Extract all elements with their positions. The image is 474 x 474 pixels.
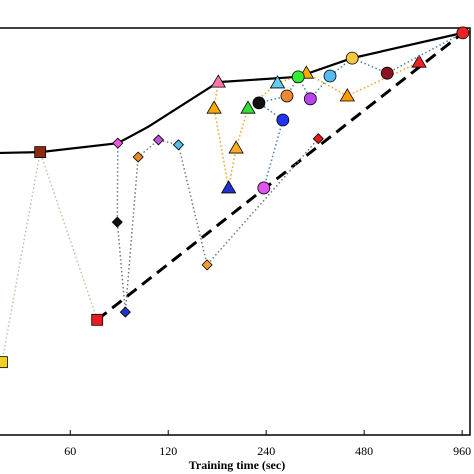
- triangle-marker: [210, 74, 226, 88]
- triangle-marker: [220, 180, 237, 194]
- circle-marker: [257, 181, 271, 195]
- x-tick-label: 120: [159, 444, 177, 458]
- series-line: [1, 149, 98, 363]
- series-line: [96, 31, 464, 321]
- plot-frame: [0, 27, 471, 436]
- diamond-marker: [152, 134, 165, 146]
- diamond-marker: [119, 306, 131, 318]
- x-tick-label: 960: [453, 444, 471, 458]
- circle-marker: [276, 113, 290, 127]
- x-tick-label: 240: [257, 444, 275, 458]
- series-line: [257, 32, 464, 189]
- x-tick-label: 60: [64, 444, 76, 458]
- circle-marker: [380, 66, 394, 80]
- series-line: [213, 61, 420, 189]
- square-marker: [91, 313, 104, 326]
- triangle-marker: [240, 100, 256, 114]
- triangle-marker: [411, 54, 427, 68]
- triangle-marker: [339, 88, 355, 102]
- circle-marker: [291, 70, 305, 84]
- x-axis-label: Training time (sec): [189, 458, 285, 472]
- diamond-marker: [172, 139, 185, 151]
- triangle-marker: [228, 140, 244, 154]
- circle-marker: [345, 51, 359, 65]
- x-tick-label: 480: [355, 444, 373, 458]
- triangle-marker: [206, 100, 222, 114]
- circle-marker: [303, 92, 317, 106]
- diamond-marker: [312, 133, 324, 145]
- circle-marker: [280, 89, 294, 103]
- series-line: [0, 31, 464, 155]
- triangle-marker: [269, 75, 286, 89]
- circle-marker: [323, 69, 337, 83]
- diamond-marker: [111, 216, 123, 228]
- circle-marker: [252, 96, 266, 110]
- square-marker: [0, 356, 8, 369]
- circle-marker: [456, 26, 470, 40]
- square-marker: [34, 146, 47, 159]
- diamond-marker: [112, 137, 124, 149]
- diamond-marker: [132, 151, 144, 163]
- diamond-marker: [201, 259, 213, 271]
